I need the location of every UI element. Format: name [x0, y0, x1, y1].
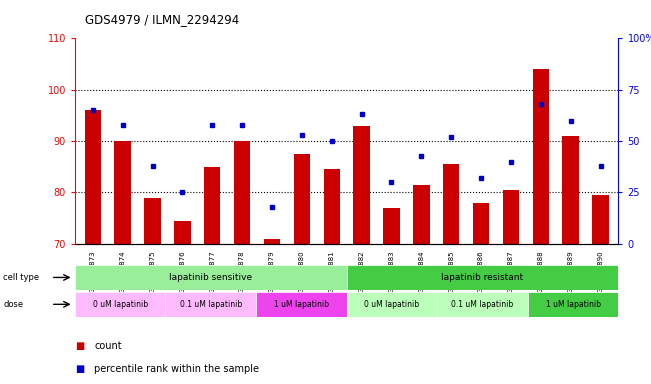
Bar	[256, 292, 346, 317]
Bar	[204, 167, 221, 244]
Text: lapatinib resistant: lapatinib resistant	[441, 273, 523, 282]
Text: lapatinib sensitive: lapatinib sensitive	[169, 273, 253, 282]
Bar	[85, 110, 101, 244]
Bar	[562, 136, 579, 244]
Bar	[346, 292, 437, 317]
Text: ■: ■	[75, 341, 84, 351]
Bar	[437, 292, 528, 317]
Text: 0 uM lapatinib: 0 uM lapatinib	[92, 300, 148, 309]
Bar	[592, 195, 609, 244]
Text: percentile rank within the sample: percentile rank within the sample	[94, 364, 259, 374]
Text: GDS4979 / ILMN_2294294: GDS4979 / ILMN_2294294	[85, 13, 239, 26]
Text: 0.1 uM lapatinib: 0.1 uM lapatinib	[180, 300, 242, 309]
Bar	[234, 141, 251, 244]
Bar	[528, 292, 618, 317]
Text: dose: dose	[3, 300, 23, 309]
Text: count: count	[94, 341, 122, 351]
Text: 1 uM lapatinib: 1 uM lapatinib	[546, 300, 601, 309]
Text: cell type: cell type	[3, 273, 39, 282]
Text: 0 uM lapatinib: 0 uM lapatinib	[365, 300, 419, 309]
Bar	[413, 185, 430, 244]
Bar	[145, 198, 161, 244]
Text: 0.1 uM lapatinib: 0.1 uM lapatinib	[451, 300, 514, 309]
Bar	[264, 239, 280, 244]
Bar	[75, 292, 165, 317]
Bar	[174, 221, 191, 244]
Bar	[503, 190, 519, 244]
Bar	[75, 265, 346, 290]
Bar	[324, 169, 340, 244]
Bar	[443, 164, 460, 244]
Text: 1 uM lapatinib: 1 uM lapatinib	[274, 300, 329, 309]
Bar	[353, 126, 370, 244]
Text: ■: ■	[75, 364, 84, 374]
Bar	[165, 292, 256, 317]
Bar	[533, 69, 549, 244]
Bar	[115, 141, 131, 244]
Bar	[294, 154, 310, 244]
Bar	[346, 265, 618, 290]
Bar	[383, 208, 400, 244]
Bar	[473, 203, 490, 244]
